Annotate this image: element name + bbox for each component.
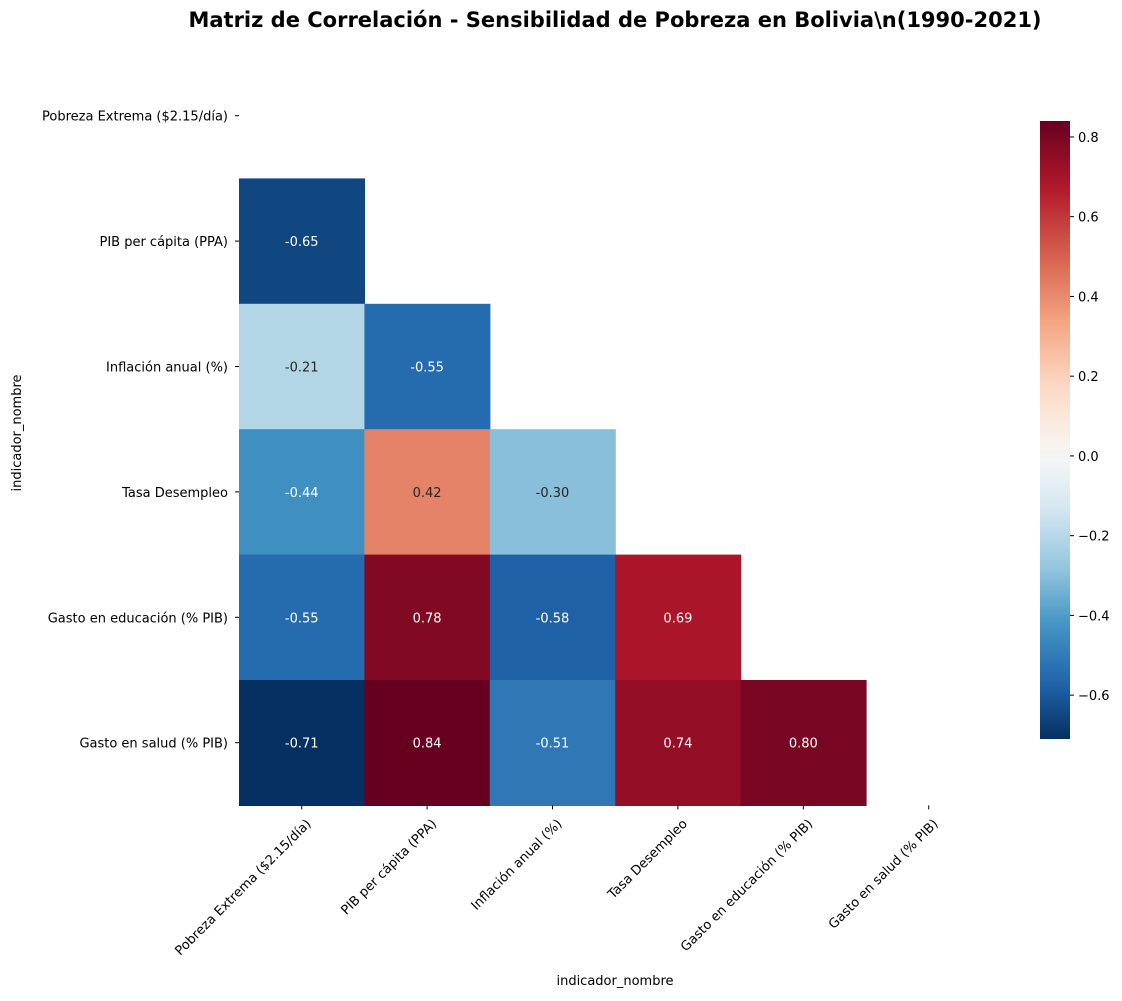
heatmap-annotations: -0.65 -0.21 -0.55 -0.44 0.42 -0.30 -0.55 0.78 -0… — [285, 235, 818, 752]
x-tick-label: PIB per cápita (PPA) — [339, 817, 440, 918]
heatmap-cell — [364, 429, 491, 556]
heatmap-cell — [615, 554, 742, 681]
cell-value-label: -0.44 — [285, 486, 319, 501]
heatmap-cell — [239, 303, 365, 430]
x-tick-label: Tasa Desempleo — [605, 817, 691, 903]
cell-value-label: 0.80 — [789, 737, 818, 752]
x-tick-label: Pobreza Extrema ($2.15/día) — [172, 817, 314, 959]
colorbar-tick-label: 0.6 — [1078, 211, 1099, 226]
x-axis-label: indicador_nombre — [556, 974, 673, 989]
cell-value-label: 0.42 — [413, 486, 442, 501]
colorbar-tick-label: 0.4 — [1078, 290, 1099, 305]
colorbar-tick-label: 0.8 — [1078, 131, 1099, 146]
heatmap-cell — [489, 554, 616, 681]
cell-value-label: 0.84 — [413, 737, 442, 752]
heatmap-cell — [615, 680, 742, 806]
x-tick-label: Inflación anual (%) — [469, 817, 566, 914]
x-axis-ticks: Pobreza Extrema ($2.15/día) PIB per cápit… — [172, 805, 942, 959]
colorbar: −0.6 −0.4 −0.2 0.0 0.2 0.4 0.6 0.8 — [1040, 121, 1110, 739]
cell-value-label: -0.71 — [285, 737, 319, 752]
cell-value-label: -0.55 — [410, 361, 444, 376]
y-axis-ticks: Pobreza Extrema ($2.15/día) PIB per cápit… — [42, 110, 239, 752]
y-tick-label: Gasto en educación (% PIB) — [48, 611, 228, 626]
cell-value-label: 0.69 — [663, 611, 692, 626]
x-tick-label: Gasto en salud (% PIB) — [826, 817, 942, 933]
x-tick-label: Gasto en educación (% PIB) — [678, 817, 816, 955]
cell-value-label: -0.51 — [536, 737, 570, 752]
cell-value-label: 0.74 — [663, 737, 692, 752]
heatmap-cell — [489, 429, 616, 556]
cell-value-label: -0.21 — [285, 361, 319, 376]
cell-value-label: -0.55 — [285, 611, 319, 626]
colorbar-tick-label: −0.2 — [1078, 530, 1110, 545]
colorbar-tick-label: 0.2 — [1078, 370, 1099, 385]
colorbar-tick-label: −0.4 — [1078, 609, 1110, 624]
heatmap-cell — [740, 680, 867, 806]
heatmap-cell — [364, 554, 491, 681]
y-tick-label: Inflación anual (%) — [106, 361, 228, 376]
heatmap-cell — [489, 680, 616, 806]
colorbar-gradient — [1040, 121, 1070, 739]
y-tick-label: Tasa Desempleo — [121, 486, 228, 501]
cell-value-label: -0.30 — [536, 486, 570, 501]
chart-title: Matriz de Correlación - Sensibilidad de … — [188, 8, 1041, 32]
heatmap-cell — [239, 680, 365, 806]
y-tick-label: PIB per cápita (PPA) — [99, 235, 228, 250]
y-tick-label: Gasto en salud (% PIB) — [79, 737, 228, 752]
y-tick-label: Pobreza Extrema ($2.15/día) — [42, 110, 228, 125]
heatmap-cell — [364, 680, 491, 806]
colorbar-tick-label: −0.6 — [1078, 689, 1110, 704]
colorbar-tick-label: 0.0 — [1078, 450, 1099, 465]
cell-value-label: 0.78 — [413, 611, 442, 626]
y-axis-label: indicador_nombre — [10, 374, 25, 491]
heatmap-cell — [239, 178, 365, 305]
heatmap-cell — [364, 303, 491, 430]
heatmap-cells — [239, 178, 867, 806]
cell-value-label: -0.65 — [285, 235, 319, 250]
heatmap-cell — [239, 429, 365, 556]
heatmap-cell — [239, 554, 365, 681]
cell-value-label: -0.58 — [536, 611, 570, 626]
